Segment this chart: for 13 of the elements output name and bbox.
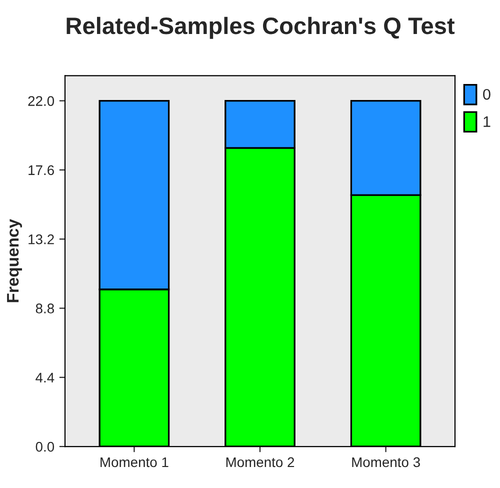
chart-title: Related-Samples Cochran's Q Test [66, 16, 455, 39]
legend-label: 1 [484, 116, 490, 127]
legend-label: 0 [483, 88, 490, 100]
y-tick-label: 13.2 [28, 234, 54, 244]
x-tick-label: Momento 2 [226, 457, 294, 468]
x-tick-label: Momento 3 [352, 457, 420, 468]
y-tick-label: 0.0 [36, 442, 54, 452]
y-tick-label: 22.0 [28, 96, 54, 106]
y-tick-label: 17.6 [28, 165, 54, 176]
y-tick-label: 8.8 [36, 304, 54, 314]
y-axis-title: Frequency [7, 219, 22, 302]
y-tick-label: 4.4 [36, 372, 54, 382]
x-tick-label: Momento 1 [100, 457, 168, 468]
